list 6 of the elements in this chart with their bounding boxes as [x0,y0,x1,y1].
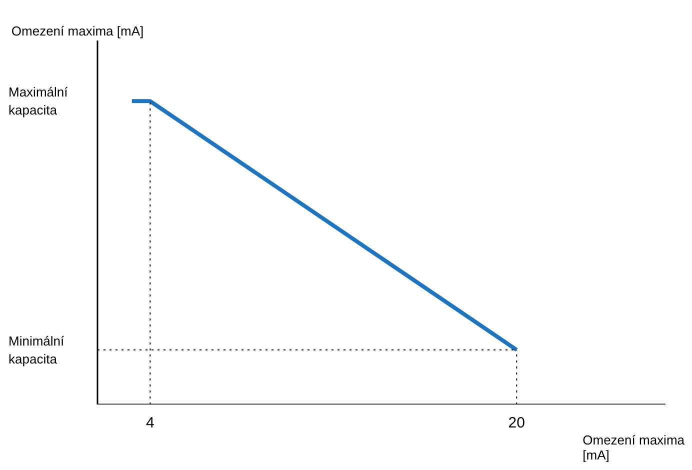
x-axis-title: Omezení maxima [mA] [582,432,686,462]
text: Maximální kapacita [8,84,68,118]
y-axis-title: Omezení maxima [mA] [11,24,144,38]
ref-line-label: Minimální kapacita [8,333,65,366]
x-tick-label: 20 [508,414,525,432]
x-tick-label: 4 [146,414,154,432]
